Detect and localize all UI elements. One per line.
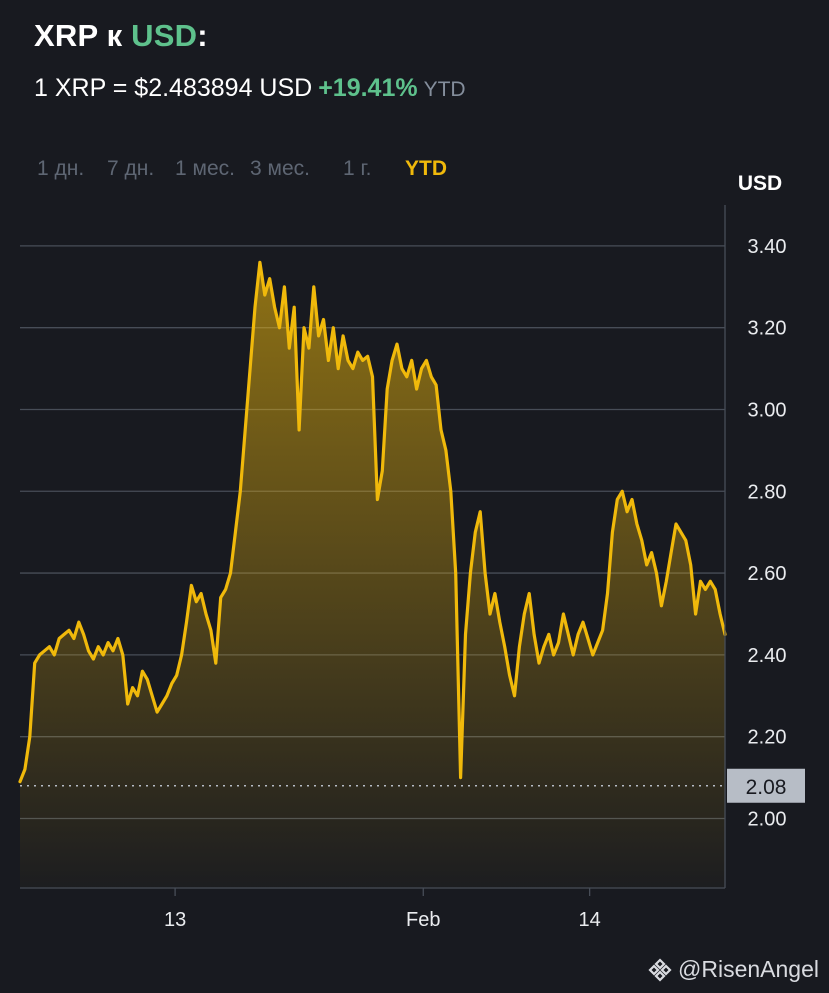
tab-7d[interactable]: 7 дн. (107, 157, 155, 180)
tab-1m[interactable]: 1 мес. (175, 157, 235, 180)
title-suffix: : (197, 18, 208, 53)
exchange-rate: 1 XRP = $2.483894 USD (34, 74, 313, 102)
y-tick-label: 2.60 (748, 563, 787, 585)
change-percent: +19.41% (318, 74, 418, 102)
tab-1d[interactable]: 1 дн. (37, 157, 85, 180)
x-tick-label: 14 (579, 909, 601, 931)
rate-line: 1 XRP = $2.483894 USD +19.41% YTD (34, 74, 466, 103)
y-tick-label: 3.00 (748, 399, 787, 421)
price-area (20, 262, 725, 888)
tab-3m[interactable]: 3 мес. (250, 157, 310, 180)
title-prefix: XRP к (34, 18, 132, 53)
reference-badge (727, 768, 805, 803)
y-tick-label: 2.40 (748, 645, 787, 667)
x-tick-label: 13 (164, 909, 186, 931)
y-axis-unit: USD (738, 172, 782, 195)
range-selector: 1 дн. 7 дн. 1 мес. 3 мес. 1 г. YTD (0, 157, 520, 187)
change-period: YTD (423, 78, 466, 101)
diamond-logo-icon (648, 957, 672, 982)
y-tick-label: 3.20 (748, 318, 787, 340)
y-tick-label: 2.00 (748, 808, 787, 830)
y-tick-label: 2.80 (748, 481, 787, 503)
pair-title: XRP к USD: (34, 18, 208, 54)
tab-1y[interactable]: 1 г. (343, 157, 372, 180)
quote-currency: USD (131, 18, 198, 53)
x-tick-label: Feb (406, 909, 440, 931)
watermark: @RisenAngel (648, 956, 819, 983)
price-line (18, 260, 727, 784)
y-tick-label: 2.20 (748, 727, 787, 749)
watermark-handle: @RisenAngel (678, 956, 819, 982)
reference-label: 2.08 (746, 776, 787, 799)
y-tick-label: 3.40 (748, 236, 787, 258)
tab-ytd[interactable]: YTD (405, 157, 447, 180)
